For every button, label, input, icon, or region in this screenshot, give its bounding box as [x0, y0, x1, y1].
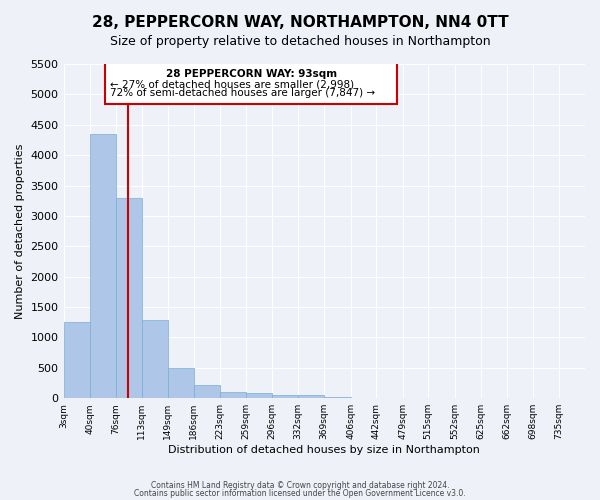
Text: 72% of semi-detached houses are larger (7,847) →: 72% of semi-detached houses are larger (…	[110, 88, 376, 98]
Bar	[116, 198, 142, 398]
Y-axis label: Number of detached properties: Number of detached properties	[15, 144, 25, 319]
Bar	[194, 386, 220, 398]
Text: Contains public sector information licensed under the Open Government Licence v3: Contains public sector information licen…	[134, 488, 466, 498]
Bar	[220, 392, 246, 398]
Bar	[324, 397, 350, 398]
Bar	[167, 368, 194, 398]
FancyBboxPatch shape	[105, 60, 397, 104]
Text: 28 PEPPERCORN WAY: 93sqm: 28 PEPPERCORN WAY: 93sqm	[166, 69, 337, 79]
Bar	[246, 394, 272, 398]
Bar	[298, 395, 324, 398]
Bar	[142, 320, 167, 398]
X-axis label: Distribution of detached houses by size in Northampton: Distribution of detached houses by size …	[169, 445, 480, 455]
Text: ← 27% of detached houses are smaller (2,998): ← 27% of detached houses are smaller (2,…	[110, 79, 355, 89]
Text: 28, PEPPERCORN WAY, NORTHAMPTON, NN4 0TT: 28, PEPPERCORN WAY, NORTHAMPTON, NN4 0TT	[92, 15, 508, 30]
Bar	[272, 395, 298, 398]
Bar	[64, 322, 90, 398]
Text: Contains HM Land Registry data © Crown copyright and database right 2024.: Contains HM Land Registry data © Crown c…	[151, 481, 449, 490]
Text: Size of property relative to detached houses in Northampton: Size of property relative to detached ho…	[110, 35, 490, 48]
Bar	[90, 134, 116, 398]
